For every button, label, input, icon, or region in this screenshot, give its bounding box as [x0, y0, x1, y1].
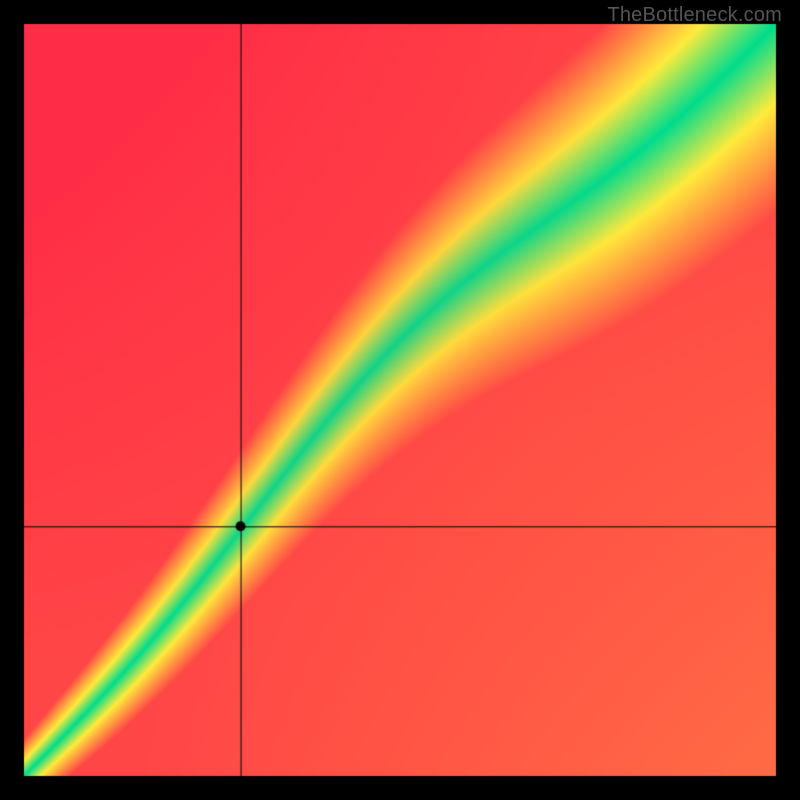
bottleneck-heatmap [0, 0, 800, 800]
watermark-text: TheBottleneck.com [607, 4, 782, 27]
